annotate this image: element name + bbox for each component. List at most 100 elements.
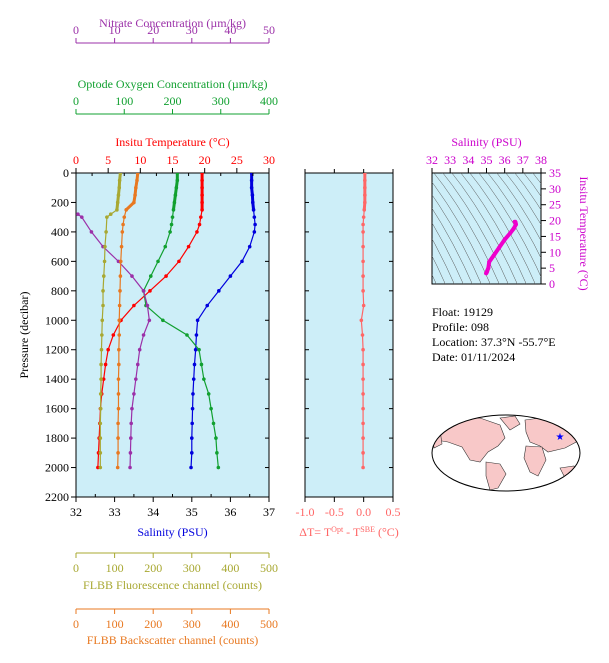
ts-density-contour — [442, 173, 509, 284]
salinity-point — [191, 392, 195, 396]
temperature-point — [186, 244, 191, 249]
nitrate-point — [89, 230, 94, 234]
nitrate-tick-label: 30 — [186, 23, 198, 37]
profile-series-group — [76, 173, 257, 470]
oxygen-point — [148, 274, 153, 278]
ts-salinity-tick-label: 34 — [462, 153, 474, 167]
delta-t-point — [361, 465, 365, 470]
temperature-tick-label: 15 — [167, 153, 179, 167]
delta-t-plot-area — [304, 172, 394, 498]
fluorescence-tick-label: 100 — [106, 561, 124, 575]
oxygen-tick-label: 0 — [73, 94, 79, 108]
map-south-america — [485, 461, 507, 491]
nitrate-point — [129, 421, 133, 426]
temperature-tick-label: 5 — [105, 153, 111, 167]
pressure-axis-label: Pressure (decibar) — [17, 292, 31, 379]
salinity-tick-label: 33 — [109, 505, 121, 519]
delta-t-point — [361, 274, 365, 278]
salinity-tick-label: 36 — [224, 505, 236, 519]
delta-t-point — [361, 451, 365, 455]
salinity-surface-line — [250, 173, 256, 210]
oxygen-point — [206, 392, 211, 396]
ts-density-contour — [469, 173, 536, 284]
fluorescence-point — [98, 465, 103, 470]
delta-t-axis-label: ΔT= TOpt - TSBE (°C) — [299, 525, 399, 540]
salinity-point — [195, 318, 200, 323]
oxygen-point — [209, 406, 213, 411]
oxygen-point — [214, 436, 218, 440]
ts-density-contour — [496, 173, 541, 242]
ts-density-contours — [432, 153, 609, 314]
backscatter-point — [116, 421, 120, 426]
pressure-tick-label: 1800 — [45, 431, 69, 445]
ts-plot-area — [431, 172, 542, 285]
ts-density-contour — [534, 153, 609, 314]
ts-temperature-tick-label: 5 — [549, 261, 555, 275]
backscatter-point — [115, 465, 120, 470]
delta-t-label-part: Opt — [331, 525, 344, 534]
nitrate-point — [141, 289, 146, 293]
salinity-axis: 32 33 34 35 36 37 Salinity (PSU) — [70, 494, 275, 539]
info-location: Location: 37.3°N -55.7°E — [432, 335, 556, 349]
backscatter-point — [116, 451, 120, 455]
ts-temperature-tick-label: 0 — [549, 277, 555, 291]
delta-t-point — [361, 421, 365, 426]
salinity-point — [252, 215, 257, 219]
fluorescence-point — [101, 303, 105, 308]
fluorescence-point — [108, 212, 113, 217]
backscatter-point — [118, 289, 122, 293]
backscatter-point — [120, 230, 125, 234]
salinity-point — [191, 377, 196, 381]
fluorescence-axis: 0 100 200 300 400 500 FLBB Fluorescence channe… — [73, 552, 278, 592]
nitrate-point — [129, 436, 133, 440]
fluorescence-surface-line — [115, 173, 122, 210]
backscatter-point — [122, 215, 127, 219]
salinity-point — [190, 406, 195, 411]
salinity-point — [193, 347, 198, 352]
pressure-tick-label: 800 — [51, 284, 69, 298]
pressure-tick-label: 600 — [51, 254, 69, 268]
temperature-tick-label: 20 — [199, 153, 211, 167]
backscatter-point — [117, 347, 121, 352]
salinity-point — [253, 222, 257, 227]
delta-t-tick-label: 0.5 — [386, 505, 401, 519]
fluorescence-point — [98, 406, 103, 411]
temperature-point — [177, 259, 181, 264]
delta-t-point — [361, 362, 365, 367]
fluorescence-point — [100, 318, 105, 323]
backscatter-tick-label: 100 — [106, 617, 124, 631]
backscatter-point — [116, 436, 120, 440]
delta-t-point — [361, 406, 365, 411]
ts-temperature-tick-label: 20 — [549, 214, 561, 228]
backscatter-point — [118, 274, 123, 278]
nitrate-tick-label: 10 — [109, 23, 121, 37]
fluorescence-point — [98, 436, 103, 440]
nitrate-point — [135, 362, 140, 367]
ts-density-contour — [432, 194, 482, 284]
salinity-point — [228, 274, 233, 278]
ts-salinity-tick-label: 36 — [499, 153, 511, 167]
ts-density-contour — [432, 181, 491, 284]
delta-t-point — [361, 230, 365, 234]
oxygen-point — [163, 244, 168, 249]
map-outline — [431, 414, 581, 492]
backscatter-axis-label: FLBB Backscatter channel (counts) — [87, 633, 259, 647]
map-africa — [523, 445, 547, 477]
temperature-tick-label: 25 — [231, 153, 243, 167]
backscatter-point — [119, 244, 124, 249]
salinity-point — [205, 303, 210, 308]
fluorescence-point — [103, 244, 107, 249]
salinity-tick-label: 37 — [263, 505, 275, 519]
ts-density-contour — [451, 173, 518, 284]
profile-axes-group: 0200400600800100012001400160018002000220… — [17, 16, 278, 647]
fluorescence-point — [105, 215, 109, 219]
salinity-point — [240, 259, 244, 264]
ts-temperature-tick-label: 30 — [549, 182, 561, 196]
profile-plot-area — [75, 172, 270, 498]
backscatter-tick-label: 500 — [260, 617, 278, 631]
ts-density-contour — [432, 207, 473, 284]
delta-t-axes-group: -1.0 -0.5 0.0 0.5 ΔT= TOpt - TSBE (°C) — [296, 169, 401, 539]
ts-salinity-tick-label: 33 — [444, 153, 456, 167]
delta-t-tick-label: -1.0 — [296, 505, 315, 519]
